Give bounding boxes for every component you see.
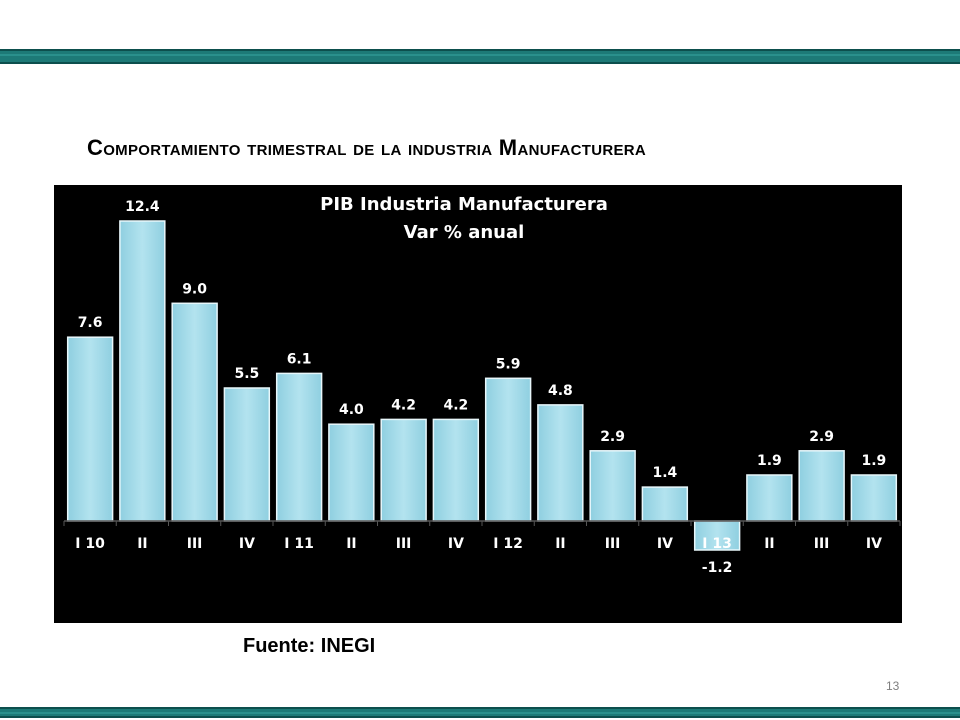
- x-tick-label: III: [814, 536, 830, 552]
- x-tick-label: I 13: [702, 536, 732, 552]
- x-tick-label: II: [346, 536, 356, 552]
- data-label: 1.9: [757, 453, 782, 469]
- data-label: 4.8: [548, 383, 573, 399]
- source-note: Fuente: INEGI: [243, 635, 376, 657]
- bar: [641, 486, 689, 522]
- data-label: 6.1: [287, 351, 312, 367]
- data-label: 5.5: [234, 366, 259, 382]
- slide-title: Comportamiento trimestral de la industri…: [87, 135, 647, 160]
- bar: [223, 387, 271, 522]
- bar: [432, 418, 480, 522]
- data-label: 1.4: [652, 465, 677, 481]
- x-tick-label: IV: [866, 536, 882, 552]
- page-number: 13: [886, 679, 900, 693]
- bar: [328, 423, 375, 522]
- x-tick-label: I 12: [493, 536, 523, 552]
- bar: [275, 372, 323, 522]
- bottom-accent-band: [0, 707, 960, 718]
- chart-subtitle: Var % anual: [404, 222, 525, 243]
- bar: [850, 474, 898, 522]
- bar: [66, 336, 114, 522]
- data-label: 12.4: [125, 199, 160, 215]
- bar: [693, 520, 741, 551]
- x-tick-label: IV: [239, 536, 255, 552]
- data-label: 2.9: [809, 429, 834, 445]
- x-tick-label: III: [187, 536, 203, 552]
- bar: [119, 220, 166, 522]
- bar: [746, 474, 793, 522]
- bar: [798, 450, 845, 522]
- chart-panel: PIB Industria Manufacturera Var % anual …: [54, 185, 902, 623]
- data-label: 4.0: [339, 402, 364, 418]
- data-label: 7.6: [78, 315, 103, 331]
- x-tick-label: III: [396, 536, 412, 552]
- x-tick-label: IV: [448, 536, 464, 552]
- data-label: 4.2: [443, 397, 468, 413]
- data-label: 1.9: [861, 453, 886, 469]
- x-tick-label: II: [555, 536, 565, 552]
- bar: [537, 404, 584, 522]
- data-label: 9.0: [182, 281, 207, 297]
- x-tick-label: I 11: [284, 536, 314, 552]
- x-tick-label: III: [605, 536, 621, 552]
- data-label: 5.9: [496, 356, 521, 372]
- top-accent-band: [0, 49, 960, 64]
- x-tick-label: II: [764, 536, 774, 552]
- bar: [380, 418, 427, 522]
- bar-chart: PIB Industria Manufacturera Var % anual …: [63, 194, 901, 576]
- x-tick-label: II: [137, 536, 147, 552]
- data-label: 4.2: [391, 397, 416, 413]
- bar: [484, 377, 532, 522]
- chart-title: PIB Industria Manufacturera: [320, 194, 608, 215]
- data-label: -1.2: [702, 560, 733, 576]
- data-label: 2.9: [600, 429, 625, 445]
- x-tick-label: IV: [657, 536, 673, 552]
- x-tick-label: I 10: [75, 536, 105, 552]
- bar: [589, 450, 636, 522]
- bar: [171, 302, 218, 522]
